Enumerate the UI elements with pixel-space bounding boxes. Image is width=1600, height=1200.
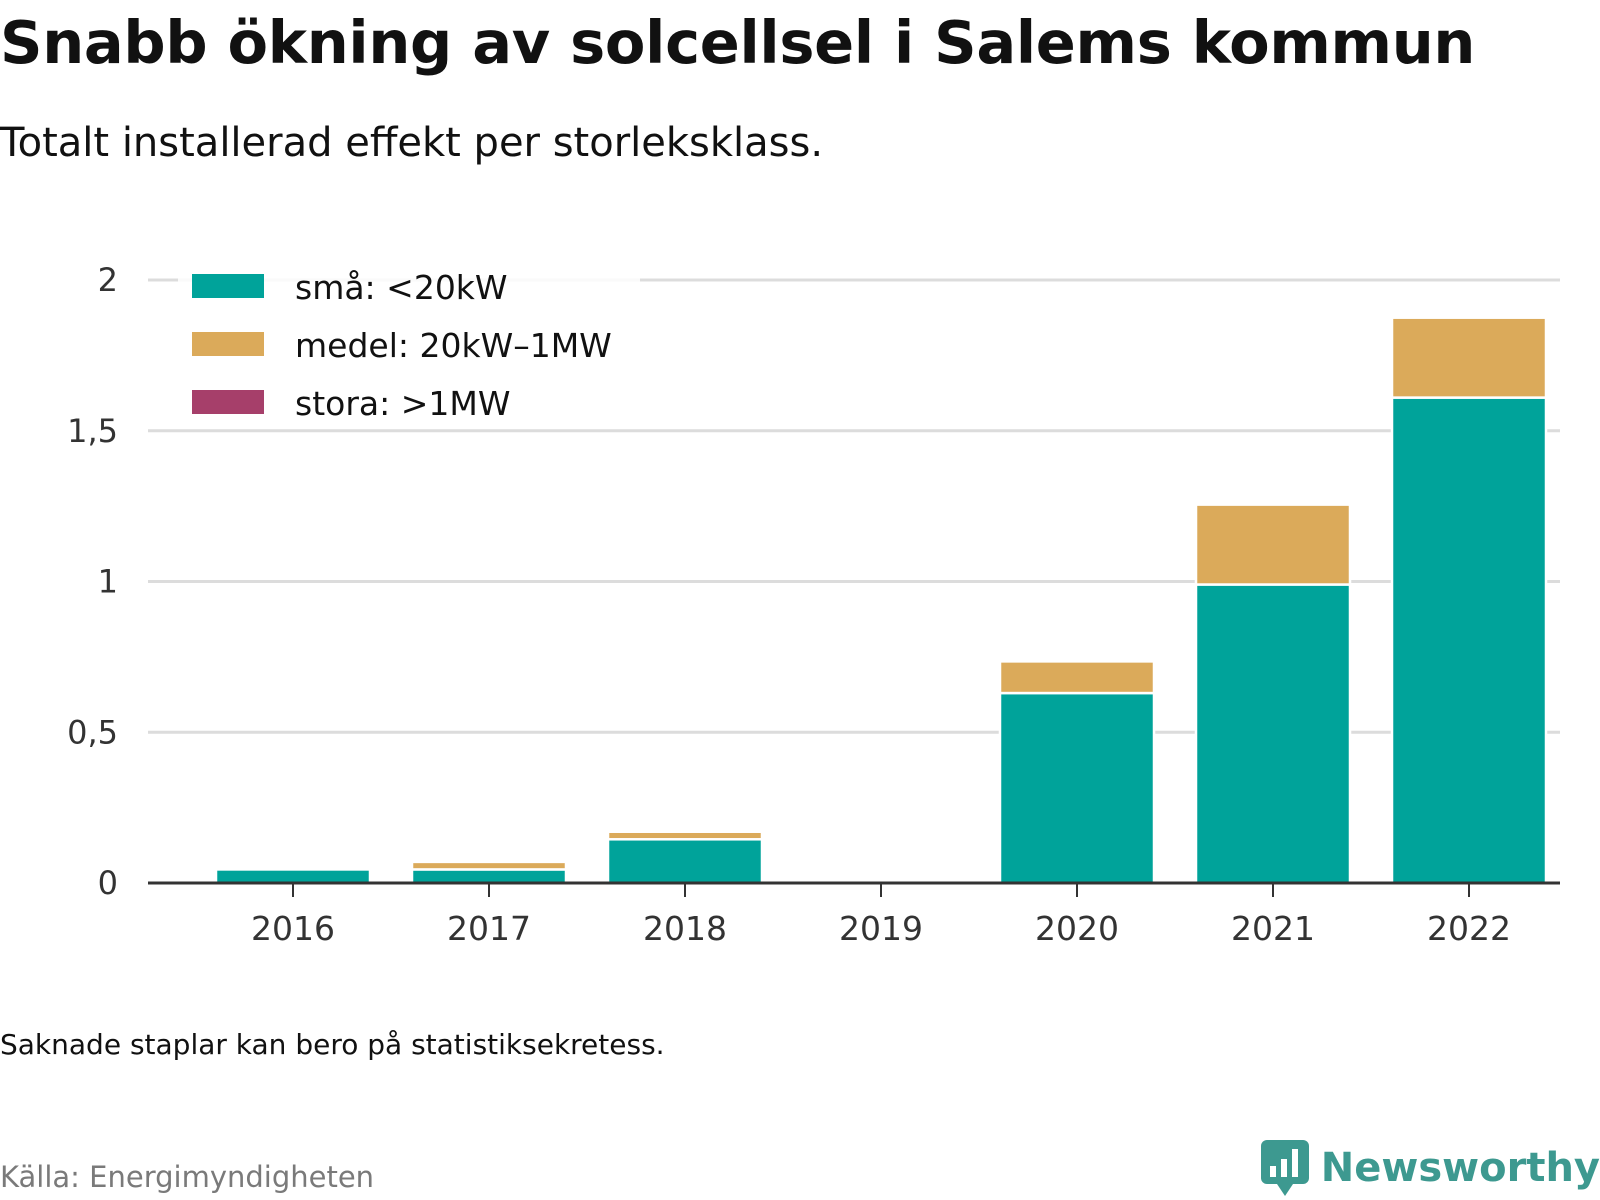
chart-title: Snabb ökning av solcellsel i Salems komm… bbox=[0, 8, 1476, 77]
bar-segment bbox=[998, 691, 1156, 885]
x-tick-label: 2019 bbox=[839, 909, 923, 948]
stacked-bar-chart: 0 0,5 1 1,5 2 2016 2017 2018 2019 2020 2021 2022 sm… bbox=[67, 248, 1560, 948]
legend-swatch bbox=[192, 274, 264, 298]
bar-segment bbox=[214, 868, 372, 885]
legend-swatch bbox=[192, 332, 264, 356]
x-tick-label: 2016 bbox=[251, 909, 335, 948]
bar-segment bbox=[1194, 583, 1352, 885]
bar-segment bbox=[1390, 396, 1548, 885]
x-tick-label: 2017 bbox=[447, 909, 531, 948]
x-tick-label: 2020 bbox=[1035, 909, 1119, 948]
y-tick-label: 0 bbox=[98, 864, 118, 902]
y-tick-label: 2 bbox=[98, 261, 118, 299]
source-label: Källa: Energimyndigheten bbox=[0, 1160, 375, 1194]
newsworthy-logo-icon bbox=[1260, 1140, 1309, 1196]
legend-swatch bbox=[192, 390, 264, 414]
x-tick-label: 2018 bbox=[643, 909, 727, 948]
bars bbox=[214, 316, 1548, 885]
bar-segment bbox=[606, 830, 764, 841]
bar-segment bbox=[1390, 316, 1548, 399]
legend: små: <20kW medel: 20kW–1MW stora: >1MW bbox=[178, 248, 640, 428]
legend-label: medel: 20kW–1MW bbox=[295, 326, 612, 365]
legend-label: små: <20kW bbox=[295, 268, 508, 307]
y-tick-label: 1,5 bbox=[67, 412, 118, 450]
legend-label: stora: >1MW bbox=[295, 384, 510, 423]
brand-logo: Newsworthy bbox=[1260, 1140, 1600, 1196]
axes: 0 0,5 1 1,5 2 2016 2017 2018 2019 2020 2021 2022 bbox=[67, 261, 1560, 948]
chart-subtitle: Totalt installerad effekt per storlekskl… bbox=[0, 120, 824, 166]
y-tick-label: 1 bbox=[98, 563, 118, 601]
bar-segment bbox=[1194, 503, 1352, 586]
bar-segment bbox=[998, 660, 1156, 695]
x-tick-label: 2022 bbox=[1427, 909, 1511, 948]
footnote: Saknade staplar kan bero på statistiksek… bbox=[0, 1028, 665, 1061]
bar-segment bbox=[410, 860, 568, 871]
brand-name: Newsworthy bbox=[1320, 1145, 1600, 1191]
x-tick-label: 2021 bbox=[1231, 909, 1315, 948]
bar-segment bbox=[606, 838, 764, 885]
y-tick-label: 0,5 bbox=[67, 713, 118, 751]
bar-segment bbox=[410, 868, 568, 885]
